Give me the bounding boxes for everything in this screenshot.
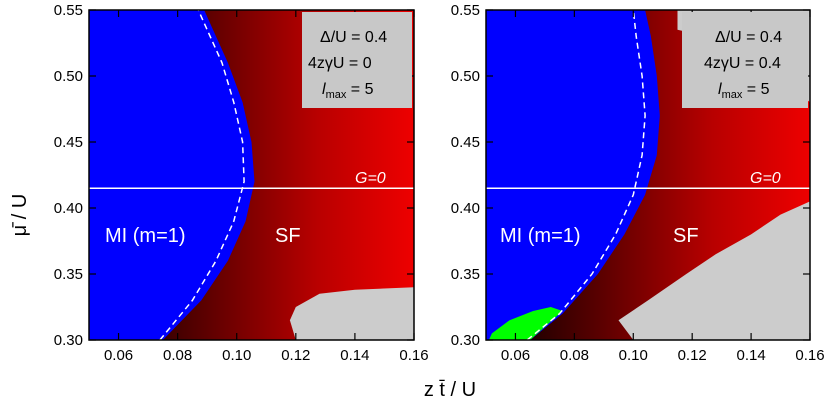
right-ticks: 0.06 0.08 0.10 0.12 0.14 0.16 0.30 0.35 0.40 0.45… (451, 2, 825, 364)
right-y-tick-label: 0.45 (451, 134, 480, 151)
y-axis-title: μ̄ / U (9, 194, 31, 237)
left-y-tick-label: 0.35 (54, 266, 83, 283)
left-x-tick-label: 0.14 (340, 347, 369, 364)
left-y-tick-label: 0.40 (54, 200, 83, 217)
right-legend-box: Δ/U = 0.4 4zγU = 0.4 lmax = 5 (682, 12, 808, 108)
right-panel: 0.06 0.08 0.10 0.12 0.14 0.16 0.30 0.35 0.40 0.45… (451, 2, 825, 364)
right-g0-label: G=0 (750, 170, 781, 187)
left-frame (88, 9, 415, 341)
right-y-tick-label: 0.30 (451, 332, 480, 349)
left-y-tick-label: 0.50 (54, 68, 83, 85)
left-x-tick-label: 0.12 (281, 347, 310, 364)
left-mi-region (89, 10, 255, 340)
right-param-gamma: 4zγU = 0.4 (704, 55, 781, 72)
left-param-delta: Δ/U = 0.4 (320, 29, 387, 46)
left-grey-region (289, 287, 414, 340)
right-x-tick-label: 0.16 (795, 347, 824, 364)
right-y-tick-label: 0.55 (451, 2, 480, 19)
right-x-tick-label: 0.08 (560, 347, 589, 364)
x-axis-title: z t̄ / U (424, 379, 476, 401)
left-ticks: 0.06 0.08 0.10 0.12 0.14 0.16 0.30 0.35 0.40 0.45… (54, 2, 429, 364)
right-green-region (488, 307, 563, 340)
left-y-tick-label: 0.30 (54, 332, 83, 349)
left-x-tick-label: 0.06 (104, 347, 133, 364)
left-x-tick-label: 0.10 (222, 347, 251, 364)
right-x-tick-label: 0.06 (501, 347, 530, 364)
right-y-tick-label: 0.40 (451, 200, 480, 217)
right-param-delta: Δ/U = 0.4 (715, 29, 782, 46)
left-panel: 0.06 0.08 0.10 0.12 0.14 0.16 0.30 0.35 0.40 0.45… (54, 2, 429, 364)
left-x-tick-label: 0.16 (399, 347, 428, 364)
left-y-tick-label: 0.45 (54, 134, 83, 151)
left-mi-label: MI (m=1) (105, 225, 186, 247)
left-legend-box: Δ/U = 0.4 4zγU = 0 lmax = 5 (302, 12, 412, 108)
right-y-tick-label: 0.35 (451, 266, 480, 283)
right-grey-region (618, 201, 810, 340)
left-g0-label: G=0 (355, 170, 386, 187)
right-param-lmax: lmax = 5 (718, 81, 770, 101)
left-dashed-boundary (159, 10, 245, 340)
right-mi-region (486, 10, 660, 340)
right-sf-label: SF (673, 225, 699, 247)
right-x-tick-label: 0.10 (619, 347, 648, 364)
right-frame (485, 9, 811, 341)
left-param-lmax: lmax = 5 (322, 81, 374, 101)
right-mi-label: MI (m=1) (500, 225, 581, 247)
right-x-tick-label: 0.12 (678, 347, 707, 364)
left-sf-label: SF (275, 225, 301, 247)
right-y-tick-label: 0.50 (451, 68, 480, 85)
right-dashed-boundary (526, 10, 646, 340)
left-x-tick-label: 0.08 (163, 347, 192, 364)
left-y-tick-label: 0.55 (54, 2, 83, 19)
left-param-gamma: 4zγU = 0 (308, 55, 372, 72)
right-x-tick-label: 0.14 (736, 347, 765, 364)
